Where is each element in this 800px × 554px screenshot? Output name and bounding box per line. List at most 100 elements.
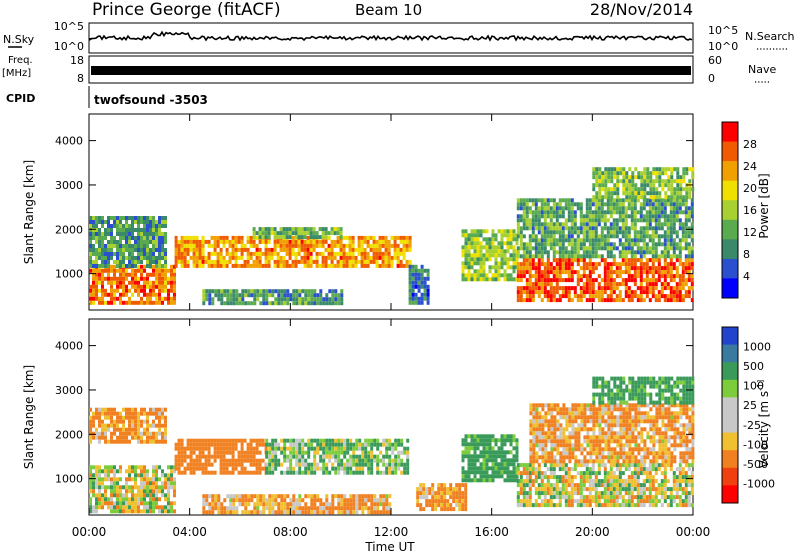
- data-cell: [390, 255, 394, 260]
- data-cell: [470, 241, 474, 246]
- data-cell: [110, 501, 113, 506]
- data-cell: [582, 499, 586, 504]
- data-cell: [261, 442, 265, 447]
- data-cell: [113, 296, 116, 301]
- data-cell: [346, 438, 350, 443]
- data-cell: [618, 230, 622, 235]
- data-cell: [330, 259, 334, 264]
- data-cell: [522, 467, 526, 472]
- data-cell: [579, 298, 583, 303]
- data-cell: [687, 278, 691, 283]
- data-cell: [609, 202, 613, 207]
- data-cell: [375, 239, 379, 244]
- data-cell: [95, 505, 98, 510]
- data-cell: [125, 435, 128, 440]
- data-cell: [195, 462, 199, 467]
- data-cell: [414, 296, 418, 301]
- data-cell: [291, 227, 295, 232]
- data-cell: [152, 481, 155, 486]
- data-cell: [417, 276, 421, 281]
- data-cell: [512, 470, 516, 475]
- data-cell: [601, 171, 605, 176]
- data-cell: [630, 206, 634, 211]
- data-cell: [654, 234, 658, 239]
- data-cell: [101, 272, 104, 277]
- data-cell: [89, 224, 92, 228]
- data-cell: [645, 242, 649, 247]
- data-cell: [461, 466, 465, 471]
- data-cell: [564, 234, 568, 239]
- data-cell: [675, 286, 679, 291]
- data-cell: [558, 210, 562, 215]
- data-cell: [340, 498, 344, 503]
- nsearch-top-tick: 10^5: [708, 24, 738, 37]
- data-cell: [122, 232, 125, 236]
- data-cell: [422, 483, 426, 488]
- data-region: [408, 264, 430, 305]
- data-cell: [576, 491, 580, 496]
- data-cell: [675, 274, 679, 279]
- data-cell: [177, 438, 181, 443]
- data-cell: [324, 255, 328, 260]
- data-cell: [627, 246, 631, 251]
- data-cell: [170, 288, 173, 293]
- data-cell: [663, 286, 667, 291]
- data-cell: [244, 502, 248, 507]
- data-cell: [645, 278, 649, 283]
- data-cell: [92, 236, 95, 240]
- data-cell: [434, 503, 438, 508]
- velocity-data-layer: [89, 376, 695, 515]
- data-cell: [119, 493, 122, 498]
- data-cell: [128, 501, 131, 506]
- data-cell: [506, 434, 510, 439]
- data-cell: [500, 434, 504, 439]
- data-cell: [134, 236, 137, 240]
- data-cell: [234, 235, 238, 240]
- data-cell: [666, 214, 670, 219]
- data-cell: [131, 268, 134, 273]
- data-cell: [228, 442, 232, 447]
- data-cell: [134, 423, 137, 428]
- data-cell: [143, 288, 146, 293]
- data-cell: [214, 494, 218, 499]
- data-cell: [594, 475, 598, 480]
- data-cell: [613, 187, 617, 192]
- data-cell: [603, 503, 607, 508]
- data-cell: [639, 254, 643, 259]
- data-cell: [437, 499, 441, 504]
- data-cell: [158, 264, 161, 268]
- data-cell: [417, 272, 421, 277]
- data-cell: [464, 503, 468, 508]
- data-cell: [274, 446, 278, 451]
- data-cell: [649, 187, 653, 192]
- data-cell: [110, 481, 113, 486]
- data-cell: [570, 479, 574, 484]
- data-cell: [515, 257, 519, 262]
- data-cell: [161, 485, 164, 490]
- data-cell: [388, 446, 392, 451]
- data-cell: [213, 251, 217, 256]
- data-cell: [564, 290, 568, 295]
- data-cell: [467, 434, 471, 439]
- data-cell: [137, 264, 140, 269]
- data-cell: [304, 462, 308, 467]
- data-cell: [594, 487, 598, 492]
- data-cell: [381, 239, 385, 244]
- data-cell: [228, 255, 232, 260]
- data-cell: [405, 247, 409, 252]
- data-cell: [152, 292, 155, 297]
- data-cell: [167, 300, 170, 305]
- data-cell: [331, 494, 335, 499]
- data-cell: [455, 491, 459, 496]
- data-cell: [579, 294, 583, 299]
- data-cell: [591, 214, 595, 219]
- data-cell: [204, 454, 208, 459]
- data-cell: [235, 506, 239, 511]
- data-cell: [558, 254, 562, 259]
- data-cell: [379, 470, 383, 475]
- data-cell: [307, 450, 311, 455]
- data-cell: [669, 266, 673, 271]
- data-cell: [252, 470, 256, 475]
- data-cell: [376, 506, 380, 511]
- data-cell: [549, 266, 553, 271]
